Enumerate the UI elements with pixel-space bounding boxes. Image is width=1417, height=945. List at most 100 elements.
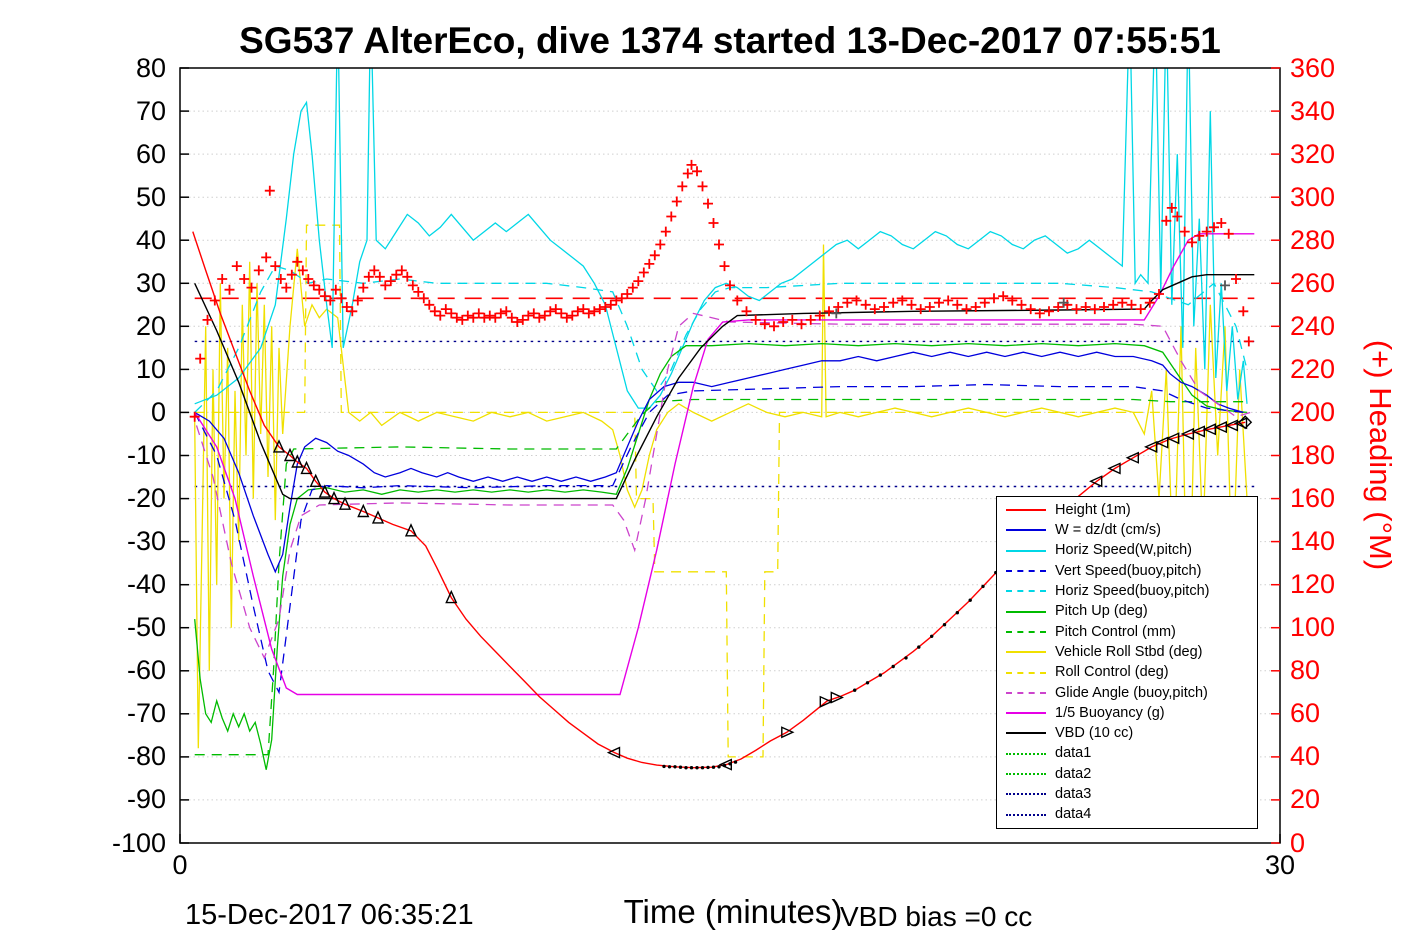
- legend-item: Horiz Speed(W,pitch): [997, 541, 1257, 561]
- legend-item: data4: [997, 804, 1257, 824]
- y-tick-label-left: -100: [111, 827, 166, 858]
- legend-item: Horiz Speed(buoy,pitch): [997, 581, 1257, 601]
- legend-item-label: 1/5 Buoyancy (g): [1055, 704, 1165, 721]
- markers-dive-fix-triangles-up: [272, 439, 458, 604]
- legend-line-sample: [1006, 549, 1046, 552]
- y-tick-label-right: 220: [1290, 353, 1336, 384]
- legend-item-label: VBD (10 cc): [1055, 725, 1134, 742]
- legend-line-sample: [1006, 793, 1046, 796]
- legend-line-sample: [1006, 773, 1046, 775]
- right-axis-label: (+) Heading (°M): [1363, 339, 1398, 571]
- y-tick-label-left: 20: [135, 310, 166, 341]
- legend-item: W = dz/dt (cm/s): [997, 520, 1257, 540]
- legend-item-label: Vert Speed(buoy,pitch): [1055, 562, 1202, 579]
- legend-line-sample: [1006, 590, 1046, 593]
- y-tick-label-right: 40: [1290, 741, 1321, 772]
- x-axis-label: Time (minutes): [623, 893, 843, 930]
- y-tick-label-left: -80: [126, 741, 166, 772]
- axis-ticks: [179, 67, 1281, 844]
- series-vbd: [194, 274, 1255, 500]
- y-tick-label-right: 340: [1290, 95, 1336, 126]
- legend-item-label: Horiz Speed(W,pitch): [1055, 542, 1192, 559]
- legend-item-label: W = dz/dt (cm/s): [1055, 522, 1161, 539]
- markers-apogee-dots: [662, 760, 738, 770]
- legend-item-label: data4: [1055, 806, 1092, 823]
- series-buoyancy: [194, 233, 1255, 696]
- y-tick-label-right: 140: [1290, 526, 1336, 557]
- legend-line-sample: [1006, 752, 1046, 755]
- y-tick-label-left: 60: [135, 138, 166, 169]
- legend-item: 1/5 Buoyancy (g): [997, 703, 1257, 723]
- legend-item-label: data3: [1055, 786, 1092, 803]
- legend-line-sample: [1006, 610, 1046, 613]
- legend-line-sample: [1006, 732, 1046, 735]
- legend-item-label: data1: [1055, 745, 1092, 762]
- legend-line-sample: [1006, 813, 1046, 816]
- y-tick-label-left: -40: [126, 569, 166, 600]
- y-tick-label-right: 300: [1290, 181, 1336, 212]
- legend: Height (1m) W = dz/dt (cm/s) Horiz Speed(W…: [996, 496, 1258, 829]
- series-glide-angle: [195, 312, 1251, 660]
- legend-item: Roll Control (deg): [997, 662, 1257, 682]
- y-tick-label-right: 260: [1290, 267, 1336, 298]
- legend-item-label: Roll Control (deg): [1055, 664, 1169, 681]
- legend-item: Height (1m): [997, 500, 1257, 520]
- y-tick-label-right: 180: [1290, 440, 1336, 470]
- series-roll-control: [194, 224, 1247, 758]
- legend-line-sample: [1006, 712, 1046, 715]
- series-horiz-speed-buoy: [194, 265, 1248, 413]
- series-pitch-control: [194, 398, 1247, 756]
- markers-dive-fix-triangles-right: [781, 691, 844, 739]
- legend-item: data3: [997, 784, 1257, 804]
- legend-line-sample: [1006, 509, 1046, 512]
- y-tick-label-left: -60: [126, 655, 166, 686]
- y-tick-label-right: 200: [1290, 396, 1336, 427]
- y-tick-label-left: -30: [126, 526, 166, 557]
- y-tick-label-left: -20: [126, 483, 166, 514]
- series-horiz-speed-w: [194, 68, 1248, 409]
- legend-item: Vert Speed(buoy,pitch): [997, 561, 1257, 581]
- y-tick-label-left: -50: [126, 612, 166, 643]
- y-tick-label-right: 80: [1290, 655, 1321, 686]
- markers-end-diamond: [1238, 415, 1253, 430]
- y-tick-label-left: -90: [126, 784, 166, 815]
- legend-item: VBD (10 cc): [997, 723, 1257, 743]
- legend-item-label: Pitch Control (mm): [1055, 623, 1176, 640]
- markers-dive-fix-triangles-left: [606, 417, 1248, 771]
- y-tick-label-right: 320: [1290, 138, 1336, 169]
- legend-item-label: data2: [1055, 765, 1092, 782]
- y-tick-label-right: 360: [1290, 52, 1336, 83]
- x-tick-label: 0: [172, 850, 188, 880]
- markers-heading-samples-dark: [831, 280, 1230, 319]
- legend-item-label: Pitch Up (deg): [1055, 603, 1148, 620]
- legend-item-label: Vehicle Roll Stbd (deg): [1055, 643, 1203, 660]
- y-tick-label-right: 60: [1290, 698, 1321, 729]
- y-tick-label-left: -10: [126, 440, 166, 470]
- footer-timestamp: 15-Dec-2017 06:35:21: [185, 899, 474, 931]
- y-tick-label-right: 120: [1290, 569, 1336, 600]
- legend-item-label: Height (1m): [1055, 501, 1131, 518]
- y-tick-label-right: 100: [1290, 612, 1336, 643]
- y-tick-label-left: -70: [126, 698, 166, 729]
- legend-item: Pitch Up (deg): [997, 601, 1257, 621]
- legend-item-label: Horiz Speed(buoy,pitch): [1055, 583, 1210, 600]
- legend-item: Glide Angle (buoy,pitch): [997, 683, 1257, 703]
- y-tick-label-left: 10: [135, 353, 166, 384]
- y-tick-label-right: 160: [1290, 483, 1336, 514]
- legend-item: Pitch Control (mm): [997, 622, 1257, 642]
- y-tick-label-left: 30: [135, 267, 166, 298]
- chart-title: SG537 AlterEco, dive 1374 started 13-Dec…: [239, 20, 1221, 61]
- y-tick-label-right: 20: [1290, 784, 1321, 815]
- y-tick-label-right: 240: [1290, 310, 1336, 341]
- x-tick-label: 30: [1264, 850, 1296, 880]
- markers-ascent-dots: [853, 570, 998, 692]
- series-vert-speed-buoy: [194, 383, 1244, 695]
- legend-line-sample: [1006, 570, 1046, 573]
- y-tick-label-right: 280: [1290, 224, 1336, 255]
- series-pitch-up: [194, 342, 1248, 770]
- legend-line-sample: [1006, 630, 1046, 633]
- y-tick-label-left: 80: [135, 52, 166, 83]
- legend-line-sample: [1006, 651, 1046, 654]
